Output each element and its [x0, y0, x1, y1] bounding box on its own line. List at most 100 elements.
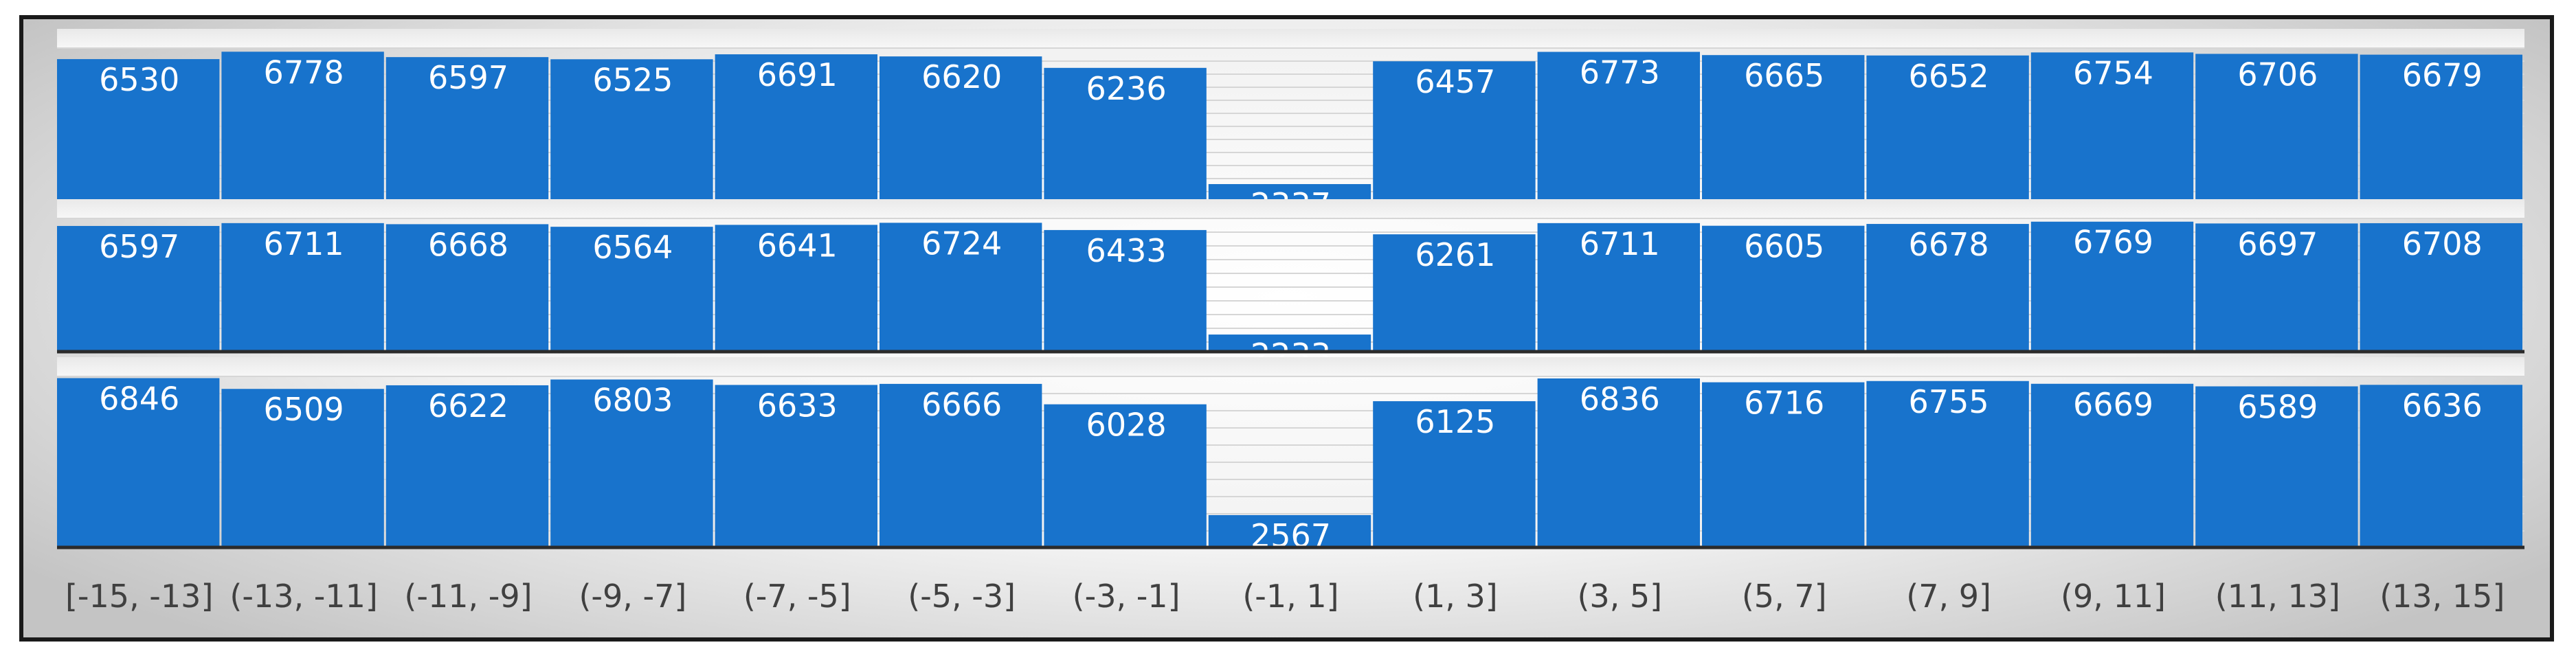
- tick-label: (9, 11]: [2061, 578, 2166, 615]
- data-label: 6028: [1086, 407, 1167, 444]
- data-label: 6261: [1415, 236, 1495, 273]
- bar: [1044, 404, 1207, 546]
- bar: [221, 389, 384, 546]
- bar: [2360, 385, 2522, 546]
- data-label: 6605: [1744, 228, 1824, 265]
- data-label: 6803: [592, 382, 673, 419]
- panel-1: 6530677865976525669166206236233764576773…: [57, 29, 2524, 223]
- bar: [715, 54, 877, 206]
- data-label: 6691: [757, 56, 838, 93]
- bar: [715, 385, 877, 546]
- tick-label: [-15, -13]: [65, 578, 213, 615]
- bar: [550, 227, 713, 350]
- data-label: 6836: [1580, 381, 1660, 418]
- data-label: 6433: [1086, 232, 1167, 269]
- bar: [2030, 221, 2194, 350]
- bar: [2030, 52, 2194, 206]
- data-label: 6633: [757, 387, 838, 424]
- data-label: 6711: [1580, 225, 1660, 262]
- bar: [1702, 225, 1865, 350]
- bar: [2195, 386, 2358, 546]
- panel-band: [57, 29, 2524, 48]
- tick-label: (-13, -11]: [229, 578, 377, 615]
- tick-label: (-3, -1]: [1073, 578, 1180, 615]
- x-axis: [-15, -13] (-13, -11] (-11, -9] (-9, -7] (-7…: [65, 578, 2505, 615]
- tick-label: (-9, -7]: [579, 578, 686, 615]
- tick-label: (1, 3]: [1413, 578, 1498, 615]
- bar: [1702, 382, 1865, 546]
- data-label: 6773: [1580, 54, 1660, 91]
- bar: [1866, 381, 2029, 546]
- data-label: 6706: [2237, 56, 2318, 93]
- data-label: 6652: [1909, 58, 1989, 95]
- bar: [880, 383, 1042, 546]
- panel-band: [57, 199, 2524, 218]
- bar: [385, 385, 549, 546]
- tick-label: (-1, 1]: [1242, 578, 1339, 615]
- panel-3: 6846 6509 6622 6803 6633 66666028256761256836…: [57, 357, 2524, 554]
- bar: [1866, 55, 2029, 206]
- data-label: 6668: [428, 226, 508, 263]
- data-label: 6641: [757, 227, 838, 264]
- data-label: 6597: [428, 59, 508, 96]
- data-label: 6755: [1909, 383, 1989, 420]
- bar: [57, 378, 220, 546]
- tick-label: (5, 7]: [1742, 578, 1827, 615]
- chart-frame: 6530677865976525669166206236233764576773…: [19, 15, 2554, 642]
- bar: [1702, 55, 1865, 206]
- tick-label: (11, 13]: [2215, 578, 2340, 615]
- data-label: 6564: [592, 229, 673, 266]
- bar: [1373, 401, 1536, 546]
- data-label: 6589: [2237, 388, 2318, 425]
- bar: [1208, 334, 1371, 350]
- bar: [2195, 54, 2358, 206]
- bar: [1373, 234, 1536, 350]
- bar: [221, 52, 384, 206]
- bar: [1866, 224, 2029, 350]
- bar: [550, 59, 713, 206]
- bar: [2360, 54, 2522, 206]
- tick-label: (-11, -9]: [404, 578, 532, 615]
- bar: [2360, 223, 2522, 350]
- tick-label: (13, 15]: [2379, 578, 2505, 615]
- data-label: 6769: [2073, 224, 2153, 261]
- data-label: 6530: [99, 61, 179, 98]
- data-label: 6697: [2237, 225, 2318, 262]
- data-label: 6711: [264, 225, 344, 262]
- data-label: 6846: [99, 381, 179, 418]
- data-label: 6679: [2402, 57, 2483, 94]
- bar: [1537, 223, 1700, 350]
- bar: [1373, 61, 1536, 206]
- data-label: 6597: [99, 228, 179, 265]
- bar: [1044, 229, 1207, 350]
- bar: [385, 224, 549, 350]
- bar: [2195, 223, 2358, 350]
- data-label: 6754: [2073, 54, 2153, 91]
- data-label: 6636: [2402, 387, 2483, 424]
- data-label: 6622: [428, 387, 508, 424]
- tick-label: (-7, -5]: [743, 578, 851, 615]
- bar: [385, 57, 549, 207]
- bar: [1537, 378, 1700, 546]
- data-label: 6716: [1744, 385, 1824, 422]
- bar: [1208, 514, 1371, 546]
- bar: [1537, 52, 1700, 206]
- data-label: 6666: [921, 386, 1002, 423]
- bar: [715, 225, 877, 350]
- data-label: 6669: [2073, 386, 2153, 423]
- data-label: 6665: [1744, 57, 1824, 94]
- tick-label: (3, 5]: [1577, 578, 1662, 615]
- bar: [221, 223, 384, 350]
- data-label: 6620: [921, 58, 1002, 95]
- bar: [880, 223, 1042, 350]
- bar: [880, 56, 1042, 206]
- data-label: 6125: [1415, 403, 1495, 440]
- data-label: 6509: [264, 391, 344, 428]
- data-label: 6457: [1415, 63, 1495, 100]
- data-label: 6678: [1909, 226, 1989, 263]
- chart-svg: 6530677865976525669166206236233764576773…: [57, 29, 2524, 615]
- bar: [57, 59, 220, 206]
- tick-label: (-5, -3]: [908, 578, 1016, 615]
- panel-band: [57, 357, 2524, 376]
